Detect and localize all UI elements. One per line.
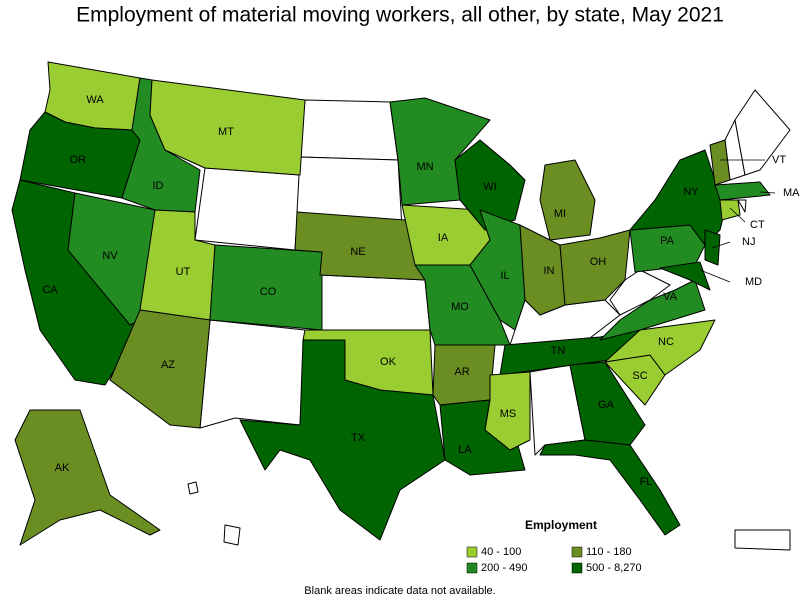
state-label: NY xyxy=(683,186,699,198)
state xyxy=(559,229,631,306)
blank-state xyxy=(194,167,301,251)
state-label: SC xyxy=(632,370,647,382)
state-label: CO xyxy=(260,286,277,298)
legend-swatch xyxy=(466,546,478,558)
state-label: OR xyxy=(70,154,87,166)
states xyxy=(11,61,791,551)
state-labels: WA OR CA NV ID MT UT AZ CO NE OK TX MN IA MO AR LA WI IL MI… xyxy=(42,94,800,488)
blank-state xyxy=(734,89,791,176)
legend-swatch xyxy=(571,562,583,574)
state-label: CA xyxy=(42,284,58,296)
blank-state xyxy=(199,319,306,429)
legend: 40 - 100 110 - 180 200 - 490 500 - 8,270 xyxy=(466,546,642,574)
state-label: MO xyxy=(451,301,469,313)
legend-label: 200 - 490 xyxy=(481,562,527,574)
state-label: NJ xyxy=(742,236,755,248)
state-label: LA xyxy=(458,444,472,456)
state xyxy=(14,409,161,546)
footnote: Blank areas indicate data not available. xyxy=(304,585,495,597)
state-label: UT xyxy=(176,266,191,278)
state xyxy=(599,279,706,341)
state-label: WI xyxy=(483,181,496,193)
state xyxy=(539,159,596,241)
state-label: ID xyxy=(153,180,164,192)
state-label: WA xyxy=(86,94,104,106)
state-label: AZ xyxy=(161,359,175,371)
state-label: TN xyxy=(551,345,566,357)
state-label: CT xyxy=(750,219,765,231)
state xyxy=(239,339,446,541)
blank-state xyxy=(299,99,399,161)
state-label: OH xyxy=(590,256,607,268)
state-label: MI xyxy=(554,208,566,220)
state xyxy=(714,181,771,201)
legend-title: Employment xyxy=(525,518,597,532)
state-label: MA xyxy=(783,187,800,199)
leader-line xyxy=(759,191,776,194)
state-label: VT xyxy=(772,154,786,166)
state-label: MS xyxy=(500,408,517,420)
blank-state xyxy=(319,274,431,331)
blank-state xyxy=(734,529,791,551)
state xyxy=(519,224,566,316)
legend-label: 110 - 180 xyxy=(586,546,632,558)
blank-state xyxy=(737,199,747,213)
state-label: TX xyxy=(351,432,366,444)
state-label: PA xyxy=(660,235,675,247)
state-label: AR xyxy=(454,366,469,378)
leader-line xyxy=(711,241,731,249)
map-title: Employment of material moving workers, a… xyxy=(76,4,724,27)
state xyxy=(569,361,646,446)
state-label: MD xyxy=(745,276,762,288)
state-label: AK xyxy=(55,462,70,474)
state xyxy=(454,139,526,231)
legend-label: 500 - 8,270 xyxy=(586,562,642,574)
state-label: IN xyxy=(544,265,555,277)
blank-state xyxy=(187,481,199,495)
state-label: MN xyxy=(416,161,433,173)
state xyxy=(719,199,741,221)
state-label: GA xyxy=(598,399,615,411)
leader-line xyxy=(729,207,746,223)
legend-swatch xyxy=(571,546,583,558)
legend-swatch xyxy=(466,562,478,574)
state xyxy=(709,139,731,186)
state xyxy=(539,439,681,536)
state-label: OK xyxy=(380,356,397,368)
blank-state xyxy=(223,524,241,546)
state-label: MT xyxy=(218,126,234,138)
state-label: NC xyxy=(658,336,674,348)
state-label: IL xyxy=(500,270,509,282)
state-label: FL xyxy=(640,476,653,488)
state-label: NE xyxy=(350,246,365,258)
state-label: NV xyxy=(102,250,118,262)
legend-label: 40 - 100 xyxy=(481,546,521,558)
state xyxy=(484,371,531,451)
leader-line xyxy=(699,269,731,283)
state xyxy=(659,261,711,291)
state-label: IA xyxy=(438,232,449,244)
state xyxy=(149,79,306,176)
state-label: VA xyxy=(663,291,678,303)
